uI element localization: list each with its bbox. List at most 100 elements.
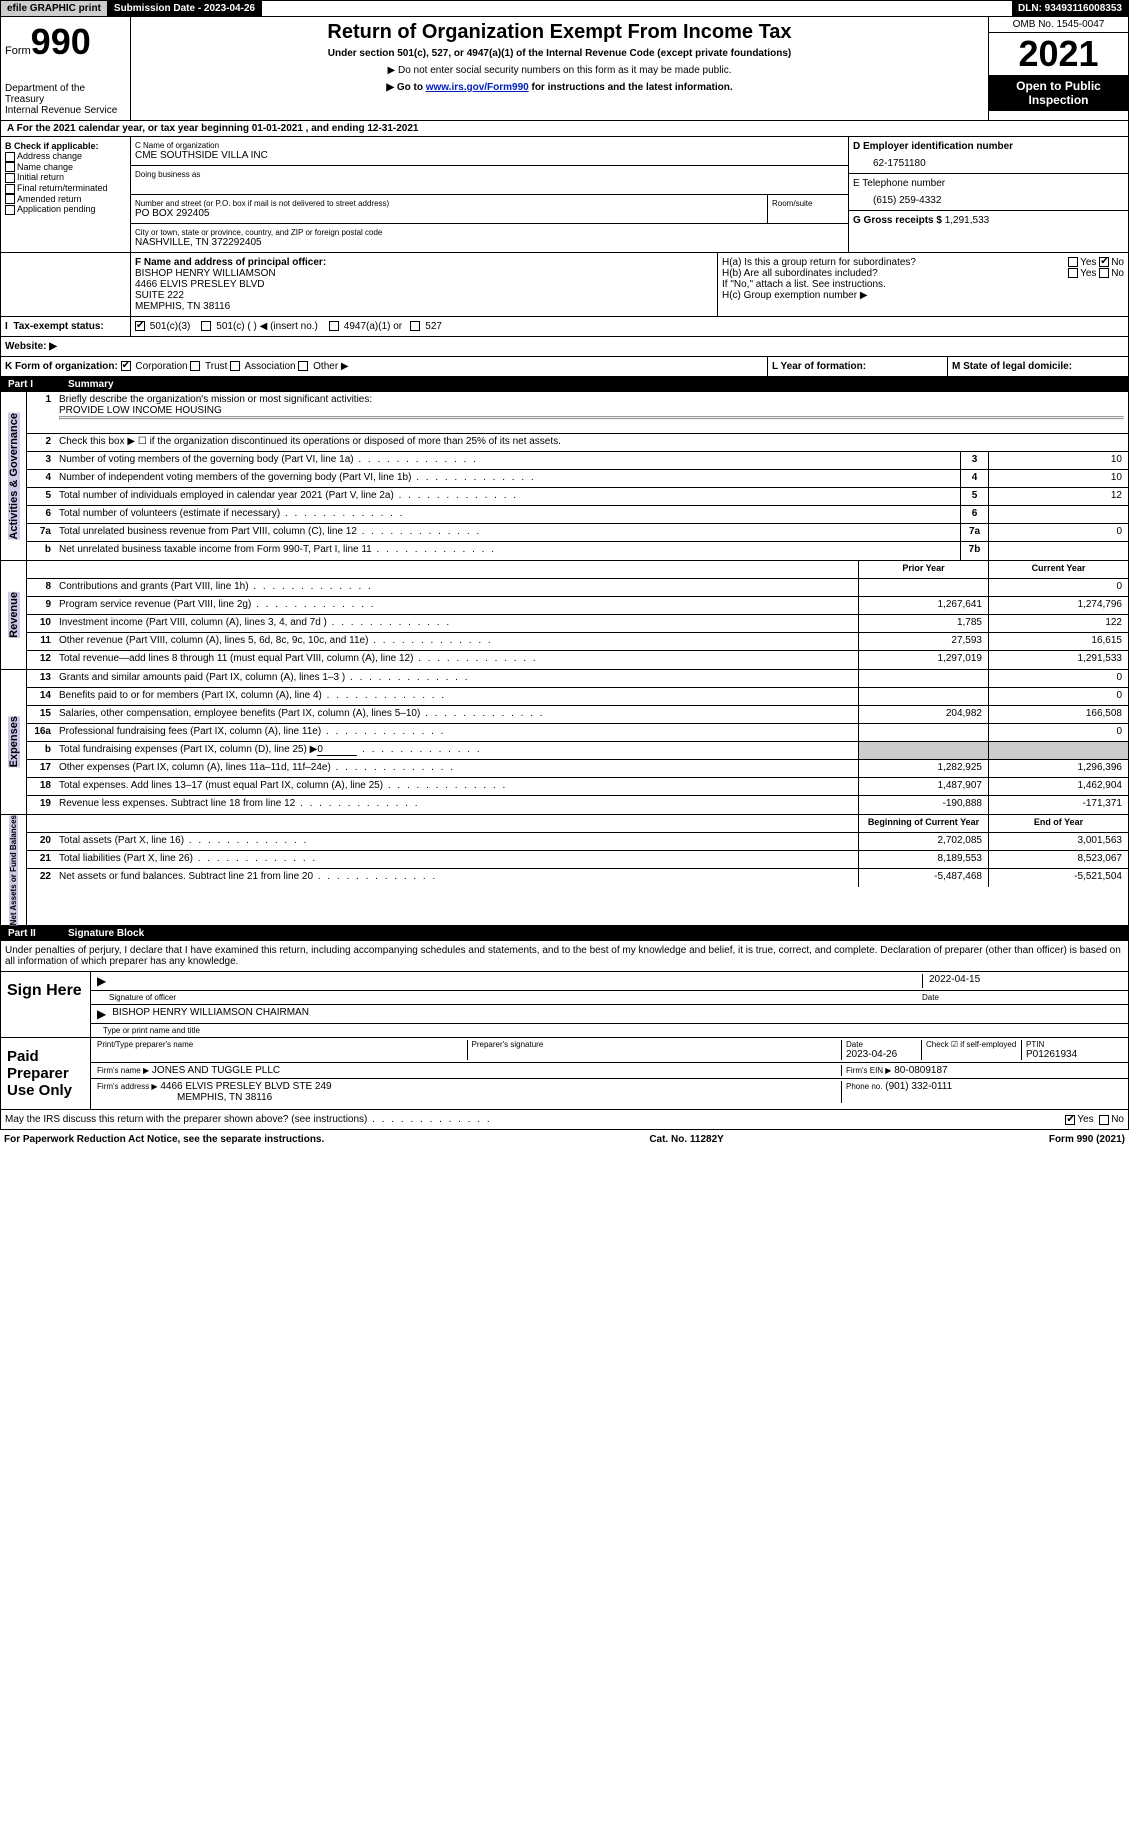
table-row: 13Grants and similar amounts paid (Part …	[27, 670, 1128, 688]
part1-header: Part ISummary	[0, 377, 1129, 392]
org-name: CME SOUTHSIDE VILLA INC	[135, 150, 844, 161]
cb-name-change[interactable]: Name change	[17, 162, 73, 172]
form-ref: Form 990 (2021)	[1049, 1134, 1125, 1145]
form-title: Return of Organization Exempt From Incom…	[135, 21, 984, 44]
block-fh: F Name and address of principal officer:…	[0, 253, 1129, 317]
table-row: 19Revenue less expenses. Subtract line 1…	[27, 796, 1128, 814]
form-header: Form990 Department of the Treasury Inter…	[0, 17, 1129, 121]
hc-label: H(c) Group exemption number ▶	[722, 290, 1124, 301]
table-row: 17Other expenses (Part IX, column (A), l…	[27, 760, 1128, 778]
subtitle-3: ▶ Go to www.irs.gov/Form990 for instruct…	[135, 82, 984, 93]
section-revenue: Revenue Prior YearCurrent Year 8Contribu…	[0, 561, 1129, 670]
table-row: 10Investment income (Part VIII, column (…	[27, 615, 1128, 633]
table-row: 22Net assets or fund balances. Subtract …	[27, 869, 1128, 887]
cb-initial-return[interactable]: Initial return	[17, 172, 64, 182]
mission: PROVIDE LOW INCOME HOUSING	[59, 405, 222, 416]
omb-number: OMB No. 1545-0047	[989, 17, 1128, 33]
addr-label: Number and street (or P.O. box if mail i…	[135, 199, 763, 208]
gross-receipts: 1,291,533	[945, 215, 990, 226]
cb-assoc[interactable]: Association	[244, 361, 295, 372]
form-number: 990	[31, 21, 91, 62]
table-row: bTotal fundraising expenses (Part IX, co…	[27, 742, 1128, 760]
paid-preparer-block: Paid Preparer Use Only Print/Type prepar…	[0, 1038, 1129, 1110]
cb-527[interactable]: 527	[425, 321, 442, 332]
table-row: 12Total revenue—add lines 8 through 11 (…	[27, 651, 1128, 669]
top-toolbar: efile GRAPHIC print Submission Date - 20…	[0, 0, 1129, 17]
ein: 62-1751180	[853, 152, 1124, 169]
room-label: Room/suite	[768, 195, 848, 223]
vlabel-net: Net Assets or Fund Balances	[9, 815, 18, 925]
tax-year: 2021	[989, 33, 1128, 75]
section-governance: Activities & Governance 1Briefly describ…	[0, 392, 1129, 561]
cb-application-pending[interactable]: Application pending	[17, 204, 96, 214]
h-note: If "No," attach a list. See instructions…	[722, 279, 1124, 290]
submission-date: Submission Date - 2023-04-26	[108, 1, 262, 16]
q2-discontinued: Check this box ▶ ☐ if the organization d…	[55, 434, 1128, 451]
subtitle-1: Under section 501(c), 527, or 4947(a)(1)…	[135, 48, 984, 59]
table-row: 15Salaries, other compensation, employee…	[27, 706, 1128, 724]
table-row: bNet unrelated business taxable income f…	[27, 542, 1128, 560]
section-net-assets: Net Assets or Fund Balances Beginning of…	[0, 815, 1129, 926]
cb-other[interactable]: Other ▶	[313, 361, 348, 372]
part2-header: Part IISignature Block	[0, 926, 1129, 941]
table-row: 5Total number of individuals employed in…	[27, 488, 1128, 506]
hb-label: H(b) Are all subordinates included?	[722, 268, 878, 279]
firm-phone: (901) 332-0111	[885, 1081, 952, 1092]
table-row: 14Benefits paid to or for members (Part …	[27, 688, 1128, 706]
cb-501c3[interactable]: 501(c)(3)	[150, 321, 191, 332]
table-row: 4Number of independent voting members of…	[27, 470, 1128, 488]
dept-treasury: Department of the Treasury	[5, 83, 126, 105]
g-gross-label: G Gross receipts $	[853, 215, 942, 226]
firm-ein: 80-0809187	[894, 1065, 947, 1076]
efile-print-button[interactable]: efile GRAPHIC print	[1, 1, 108, 16]
ptin: P01261934	[1026, 1049, 1122, 1060]
row-klm: K Form of organization: Corporation Trus…	[0, 357, 1129, 377]
table-row: 3Number of voting members of the governi…	[27, 452, 1128, 470]
subtitle-2: ▶ Do not enter social security numbers o…	[135, 65, 984, 76]
block-bcdefg: B Check if applicable: Address change Na…	[0, 137, 1129, 253]
irs-link[interactable]: www.irs.gov/Form990	[426, 82, 529, 93]
dba-label: Doing business as	[135, 170, 844, 179]
officer-printed-name: BISHOP HENRY WILLIAMSON CHAIRMAN	[106, 1007, 309, 1021]
vlabel-revenue: Revenue	[8, 592, 20, 638]
l-year: L Year of formation:	[768, 357, 948, 376]
sign-here-block: Sign Here ▶2022-04-15 Signature of offic…	[0, 972, 1129, 1038]
preparer-date: 2023-04-26	[846, 1049, 921, 1060]
f-label: F Name and address of principal officer:	[135, 257, 713, 268]
table-row: 7aTotal unrelated business revenue from …	[27, 524, 1128, 542]
vlabel-governance: Activities & Governance	[8, 413, 20, 540]
d-ein-label: D Employer identification number	[853, 141, 1124, 152]
cb-address-change[interactable]: Address change	[17, 151, 82, 161]
cat-no: Cat. No. 11282Y	[649, 1134, 723, 1145]
officer-addr1: 4466 ELVIS PRESLEY BLVD	[135, 279, 713, 290]
e-phone-label: E Telephone number	[853, 178, 1124, 189]
firm-name: JONES AND TUGGLE PLLC	[152, 1065, 280, 1076]
cb-4947[interactable]: 4947(a)(1) or	[344, 321, 402, 332]
open-to-public: Open to Public Inspection	[989, 75, 1128, 111]
cb-501c[interactable]: 501(c) ( ) ◀ (insert no.)	[216, 321, 318, 332]
cb-corp[interactable]: Corporation	[135, 361, 187, 372]
pra-notice: For Paperwork Reduction Act Notice, see …	[4, 1134, 324, 1145]
self-employed-check[interactable]: Check ☑ if self-employed	[922, 1040, 1022, 1060]
cb-amended[interactable]: Amended return	[17, 194, 82, 204]
table-row: 20Total assets (Part X, line 16)2,702,08…	[27, 833, 1128, 851]
officer-city: MEMPHIS, TN 38116	[135, 301, 713, 312]
page-footer: For Paperwork Reduction Act Notice, see …	[0, 1130, 1129, 1149]
table-row: 18Total expenses. Add lines 13–17 (must …	[27, 778, 1128, 796]
city-label: City or town, state or province, country…	[135, 228, 844, 237]
ha-label: H(a) Is this a group return for subordin…	[722, 257, 916, 268]
cb-trust[interactable]: Trust	[205, 361, 227, 372]
form-word: Form	[5, 45, 31, 57]
section-a: A For the 2021 calendar year, or tax yea…	[0, 121, 1129, 137]
paid-preparer-label: Paid Preparer Use Only	[1, 1038, 91, 1109]
m-state: M State of legal domicile:	[948, 357, 1128, 376]
row-i: I Tax-exempt status: 501(c)(3) 501(c) ( …	[0, 317, 1129, 337]
officer-name: BISHOP HENRY WILLIAMSON	[135, 268, 713, 279]
vlabel-expenses: Expenses	[8, 716, 20, 767]
officer-addr2: SUITE 222	[135, 290, 713, 301]
section-expenses: Expenses 13Grants and similar amounts pa…	[0, 670, 1129, 815]
table-row: 16aProfessional fundraising fees (Part I…	[27, 724, 1128, 742]
c-name-label: C Name of organization	[135, 141, 844, 150]
cb-final-return[interactable]: Final return/terminated	[17, 183, 108, 193]
table-row: 9Program service revenue (Part VIII, lin…	[27, 597, 1128, 615]
